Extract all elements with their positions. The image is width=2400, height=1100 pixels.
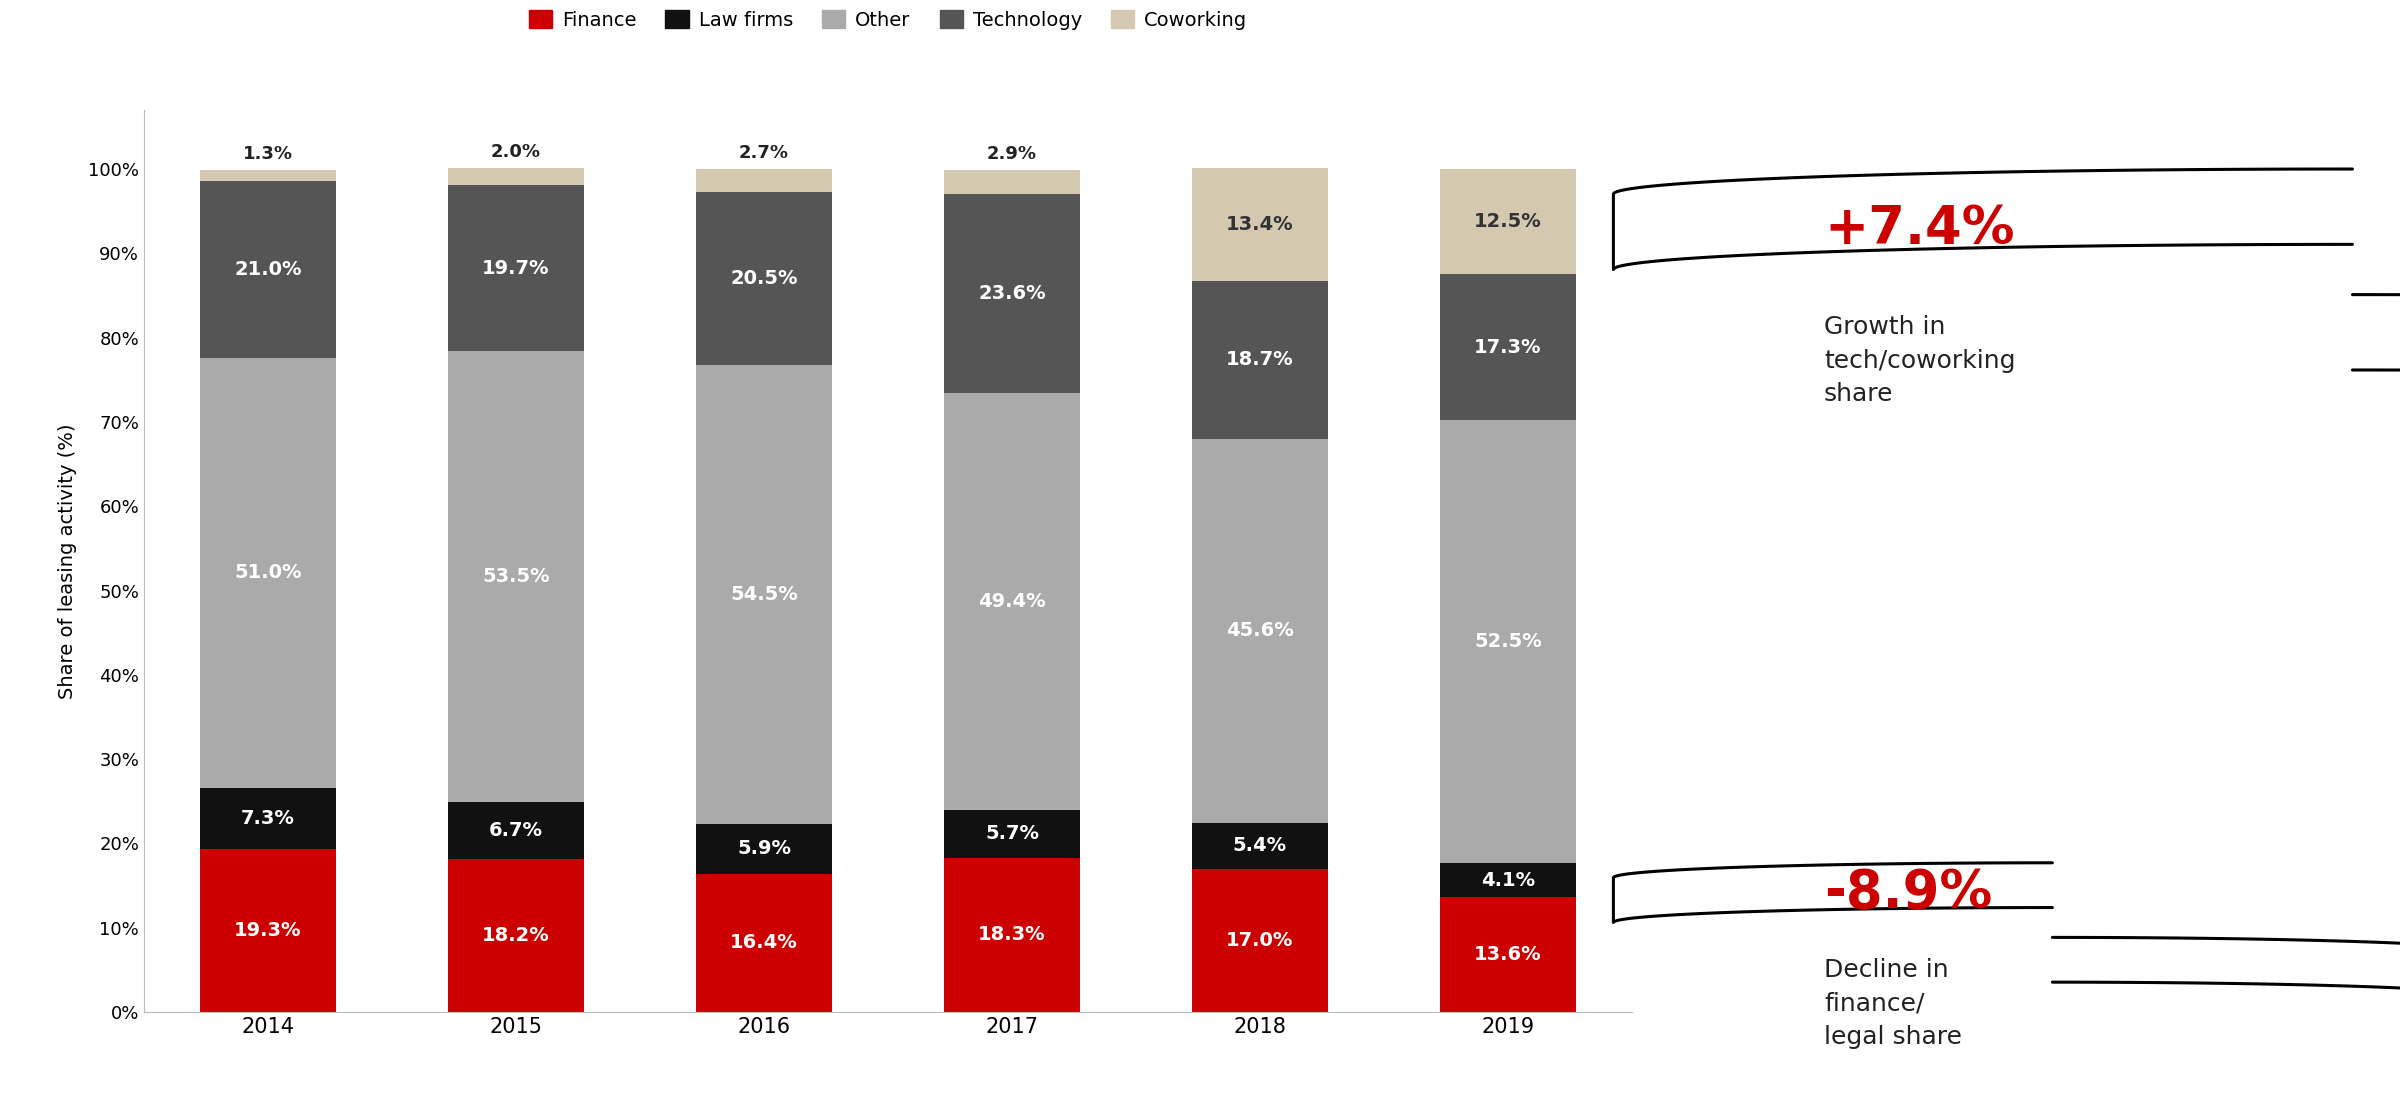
- Text: 18.7%: 18.7%: [1226, 351, 1294, 370]
- Bar: [449, 351, 583, 802]
- Text: 19.7%: 19.7%: [482, 258, 550, 277]
- Bar: [1440, 274, 1577, 420]
- Text: 1.3%: 1.3%: [242, 145, 293, 163]
- Bar: [943, 858, 1080, 1012]
- Text: 2.0%: 2.0%: [492, 143, 540, 162]
- Bar: [943, 195, 1080, 393]
- Text: 49.4%: 49.4%: [979, 592, 1046, 611]
- Bar: [1193, 439, 1327, 823]
- Bar: [1193, 168, 1327, 282]
- Text: 21.0%: 21.0%: [235, 260, 302, 278]
- Bar: [696, 824, 833, 873]
- Bar: [199, 169, 336, 180]
- Text: 5.7%: 5.7%: [984, 824, 1039, 844]
- Text: 7.3%: 7.3%: [240, 808, 295, 828]
- Text: 6.7%: 6.7%: [490, 821, 542, 839]
- Text: -8.9%: -8.9%: [1824, 868, 1992, 920]
- Bar: [449, 185, 583, 351]
- Text: 4.1%: 4.1%: [1481, 870, 1536, 890]
- Text: 18.2%: 18.2%: [482, 926, 550, 945]
- Bar: [943, 810, 1080, 858]
- Bar: [1440, 898, 1577, 1012]
- Bar: [199, 358, 336, 788]
- Bar: [696, 191, 833, 364]
- Text: 5.9%: 5.9%: [737, 839, 792, 858]
- Text: 19.3%: 19.3%: [235, 921, 302, 940]
- Text: Decline in
finance/
legal share: Decline in finance/ legal share: [1824, 958, 1963, 1049]
- Text: Growth in
tech/coworking
share: Growth in tech/coworking share: [1824, 315, 2016, 406]
- Bar: [696, 364, 833, 824]
- Bar: [1193, 869, 1327, 1012]
- Text: 2.7%: 2.7%: [739, 144, 790, 163]
- Bar: [1440, 420, 1577, 862]
- Bar: [1440, 169, 1577, 274]
- Bar: [199, 180, 336, 358]
- Y-axis label: Share of leasing activity (%): Share of leasing activity (%): [58, 424, 77, 698]
- Text: 18.3%: 18.3%: [979, 925, 1046, 945]
- Text: 53.5%: 53.5%: [482, 568, 550, 586]
- Text: 52.5%: 52.5%: [1474, 632, 1541, 651]
- Text: 45.6%: 45.6%: [1226, 621, 1294, 640]
- Text: 12.5%: 12.5%: [1474, 212, 1541, 231]
- Text: 51.0%: 51.0%: [235, 563, 302, 582]
- Bar: [449, 859, 583, 1012]
- Bar: [943, 169, 1080, 195]
- Text: 23.6%: 23.6%: [979, 284, 1046, 304]
- Text: 2.9%: 2.9%: [986, 145, 1037, 163]
- Text: 16.4%: 16.4%: [730, 934, 797, 953]
- Bar: [449, 802, 583, 859]
- Bar: [943, 393, 1080, 810]
- Bar: [696, 169, 833, 191]
- Text: +7.4%: +7.4%: [1824, 202, 2014, 254]
- Bar: [1193, 282, 1327, 439]
- Bar: [1440, 862, 1577, 898]
- Bar: [199, 788, 336, 849]
- Text: 17.0%: 17.0%: [1226, 931, 1294, 949]
- Text: 13.6%: 13.6%: [1474, 945, 1541, 965]
- Bar: [199, 849, 336, 1012]
- Text: 20.5%: 20.5%: [730, 268, 797, 288]
- Text: 5.4%: 5.4%: [1234, 836, 1286, 856]
- Legend: Finance, Law firms, Other, Technology, Coworking: Finance, Law firms, Other, Technology, C…: [521, 2, 1255, 37]
- Bar: [449, 168, 583, 185]
- Text: 13.4%: 13.4%: [1226, 216, 1294, 234]
- Text: 17.3%: 17.3%: [1474, 338, 1541, 356]
- Bar: [1193, 823, 1327, 869]
- Text: 54.5%: 54.5%: [730, 585, 797, 604]
- Bar: [696, 873, 833, 1012]
